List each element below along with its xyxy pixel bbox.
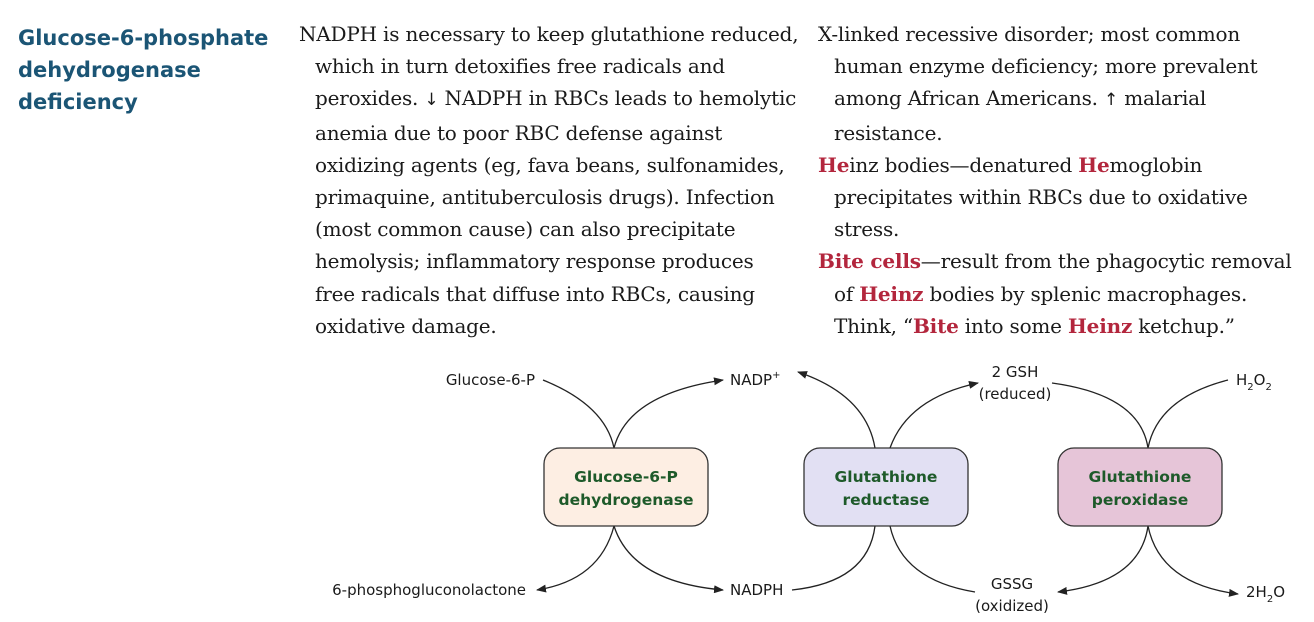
epidemiology-text-2: malarial resistance. (834, 86, 1207, 145)
mechanism-column: NADPH is necessary to keep glutathione r… (299, 18, 799, 342)
enzyme-reductase-line-2: reductase (842, 491, 929, 509)
h2o-prefix: 2H (1246, 583, 1267, 601)
enzyme-g6pd-line-1: Glucose-6-P (574, 468, 678, 486)
bite-cells-term: Bite cells (818, 249, 921, 274)
enzyme-glutathione-reductase: Glutathione reductase (803, 447, 969, 527)
section-heading: Glucose-6-phosphate dehydrogenase defici… (18, 22, 278, 118)
curve-g6p-to-enzyme (542, 379, 615, 449)
h2o-o: O (1273, 583, 1285, 601)
arrow-to-nadp (797, 371, 876, 449)
epidemiology-text-1: X-linked recessive disorder; most common… (818, 22, 1258, 111)
bite-cells-paragraph: Bite cells—result from the phagocytic re… (818, 245, 1310, 342)
mechanism-text-2: NADPH in RBCs leads to hemolytic anemia … (315, 86, 797, 338)
label-gssg: GSSG (991, 575, 1033, 593)
heading-line-1: Glucose-6-phosphate (18, 26, 269, 50)
h2o-sub: 2 (1267, 594, 1273, 605)
heinz-bodies-paragraph: Heinz bodies—denatured Hemoglobin precip… (818, 149, 1310, 246)
arrow-to-nadph (613, 525, 724, 594)
enzyme-peroxidase-line-2: peroxidase (1092, 491, 1189, 509)
heading-line-3: deficiency (18, 90, 138, 114)
bite-text-2: bodies by splenic macrophages. Think, “ (834, 281, 1248, 338)
label-glucose-6-p: Glucose-6-P (446, 371, 535, 389)
label-6-phosphogluconolactone: 6-phosphogluconolactone (332, 581, 526, 599)
label-2h2o: 2H2O (1246, 583, 1285, 605)
curve-h2o2-to-peroxidase (1147, 379, 1229, 449)
heading-line-2: dehydrogenase (18, 58, 201, 82)
h2o2-o: O (1254, 371, 1266, 389)
label-nadp-superscript: + (772, 370, 780, 381)
heinz-mnemonic-he-2: He (1078, 152, 1110, 177)
label-h2o2: H2O2 (1236, 371, 1272, 393)
enzyme-peroxidase-line-1: Glutathione (1089, 468, 1192, 486)
label-gsh-reduced: (reduced) (979, 385, 1052, 403)
bite-text-1: —result from the phagocytic removal of (834, 249, 1292, 306)
arrow-to-gssg (1057, 525, 1149, 595)
notes-column: X-linked recessive disorder; most common… (818, 18, 1310, 342)
arrow-to-water (1147, 525, 1239, 597)
curve-gsh-to-peroxidase (1051, 382, 1149, 449)
h2o2-sub-1: 2 (1247, 382, 1253, 393)
mechanism-text-1: NADPH is necessary to keep glutathione r… (299, 22, 799, 111)
arrow-to-phosphogluconolactone (536, 525, 615, 593)
mechanism-paragraph: NADPH is necessary to keep glutathione r… (299, 18, 799, 342)
curve-gssg-to-reductase (889, 525, 976, 593)
arrow-nadp-to-nadph-source (613, 377, 724, 449)
bite-term-2: Bite (912, 313, 959, 338)
heinz-text-2: moglobin precipitates within RBCs due to… (834, 152, 1248, 242)
bite-text-4: ketchup.” (1132, 313, 1235, 338)
enzyme-g6pd-line-2: dehydrogenase (559, 491, 694, 509)
heinz-term-2: Heinz (1067, 313, 1133, 338)
heinz-term-1: Heinz (859, 281, 924, 306)
arrow-to-gsh (889, 380, 979, 449)
heinz-text-1: inz bodies—denatured (849, 152, 1079, 177)
label-nadp-base: NADP (730, 371, 772, 389)
bite-text-3: into some (958, 313, 1068, 338)
down-arrow-icon: ↓ (424, 90, 439, 111)
up-arrow-icon: ↑ (1103, 90, 1119, 111)
label-nadp-plus: NADP+ (730, 370, 780, 389)
label-nadph: NADPH (730, 581, 783, 599)
h2o2-h: H (1236, 371, 1247, 389)
epidemiology-paragraph: X-linked recessive disorder; most common… (818, 18, 1310, 149)
h2o2-sub-2: 2 (1265, 382, 1271, 393)
label-2-gsh: 2 GSH (992, 363, 1039, 381)
curve-nadph-to-reductase (791, 525, 876, 591)
enzyme-glutathione-peroxidase: Glutathione peroxidase (1057, 447, 1223, 527)
enzyme-g6pd: Glucose-6-P dehydrogenase (543, 447, 709, 527)
heinz-mnemonic-he-1: He (818, 152, 850, 177)
enzyme-reductase-line-1: Glutathione (835, 468, 938, 486)
label-gssg-oxidized: (oxidized) (975, 597, 1049, 615)
